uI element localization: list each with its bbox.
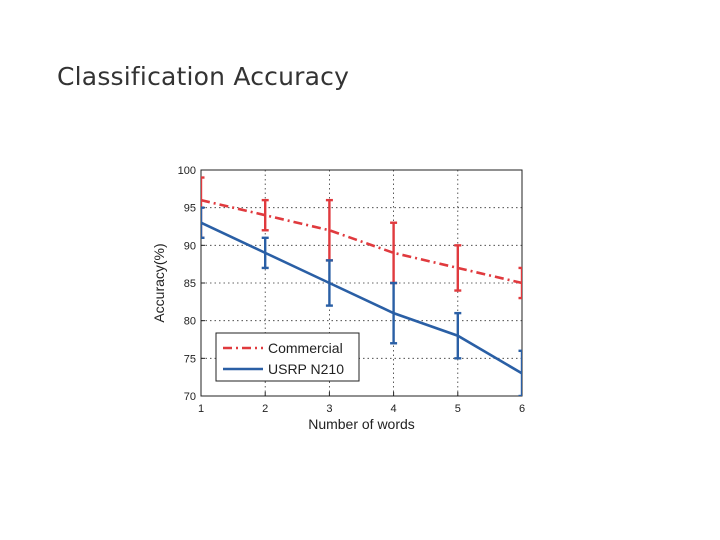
y-tick-label: 90 bbox=[184, 240, 196, 252]
x-tick-label: 6 bbox=[519, 403, 525, 415]
y-tick-label: 100 bbox=[178, 165, 196, 177]
series-group bbox=[201, 176, 522, 396]
x-tick-label: 1 bbox=[198, 403, 204, 415]
x-tick-label: 4 bbox=[391, 403, 397, 415]
slide-title: Classification Accuracy bbox=[57, 62, 350, 91]
y-tick-label: 80 bbox=[184, 316, 196, 328]
x-axis-label: Number of words bbox=[308, 416, 415, 432]
legend-box bbox=[215, 332, 360, 382]
y-tick-label: 75 bbox=[184, 353, 196, 365]
legend-label: Commercial bbox=[268, 340, 343, 356]
y-axis-label: Accuracy(%) bbox=[151, 243, 167, 322]
series-line-usrp-n210 bbox=[201, 221, 522, 375]
y-tick-label: 85 bbox=[184, 278, 196, 290]
series-line-commercial bbox=[201, 198, 522, 285]
y-tick-label: 95 bbox=[184, 203, 196, 215]
x-tick-label: 2 bbox=[262, 403, 268, 415]
legend-label: USRP N210 bbox=[268, 361, 344, 377]
y-tick-label: 70 bbox=[184, 391, 196, 403]
x-tick-label: 5 bbox=[455, 403, 461, 415]
x-tick-label: 3 bbox=[326, 403, 332, 415]
